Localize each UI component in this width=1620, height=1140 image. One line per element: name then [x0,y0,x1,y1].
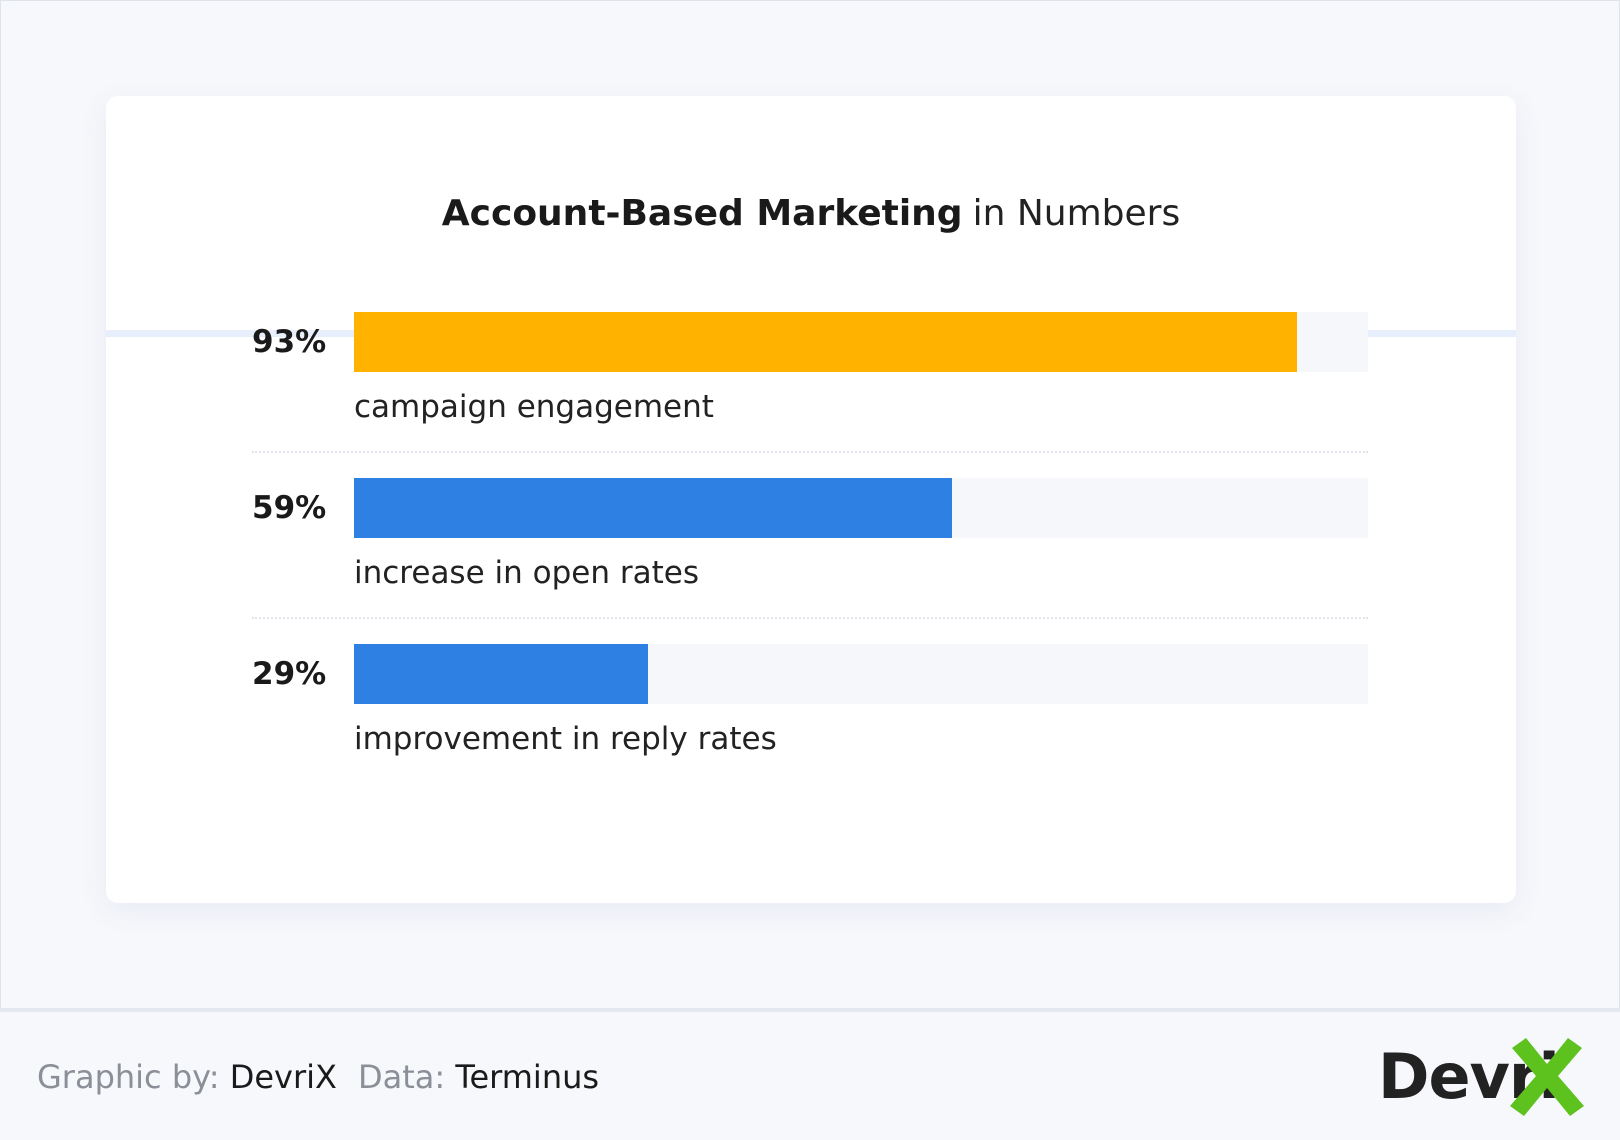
chart-title-bold: Account-Based Marketing [441,192,963,234]
graphic-credit-key: Graphic by: [37,1058,220,1096]
footer-divider [0,1008,1620,1012]
bar-row: 93% campaign engagement [106,312,1516,478]
row-divider [252,617,1368,619]
bar [354,644,649,704]
bar-value-label: 29% [252,656,327,692]
bar-category-label: improvement in reply rates [354,721,777,757]
chart-title: Account-Based Marketing in Numbers [106,96,1516,330]
bar-value-label: 93% [252,324,327,360]
bar-track [354,478,1368,538]
bar-rows: 93% campaign engagement 59% increase in ope… [106,96,1516,903]
bar-track [354,644,1368,704]
data-credit: Data: Terminus [358,1052,599,1102]
bar-track [354,312,1368,372]
bar-value-label: 59% [252,490,327,526]
row-divider [252,451,1368,453]
bar [354,312,1298,372]
x-mark-icon [1510,1038,1584,1116]
chart-card: Account-Based Marketing in Numbers 93% ca… [106,96,1516,903]
graphic-credit-value: DevriX [229,1058,337,1096]
data-credit-key: Data: [358,1058,446,1096]
bar-row: 59% increase in open rates [106,478,1516,644]
bar-category-label: increase in open rates [354,555,699,591]
graphic-credit: Graphic by: DevriX [37,1052,337,1102]
chart-title-light: in Numbers [972,192,1181,234]
bar-category-label: campaign engagement [354,389,714,425]
devrix-logo: Devri [1378,1012,1588,1140]
data-credit-value: Terminus [455,1058,600,1096]
bar [354,478,953,538]
bar-row: 29% improvement in reply rates [106,644,1516,810]
footer: Graphic by: DevriX Data: Terminus Devri [0,1012,1620,1140]
